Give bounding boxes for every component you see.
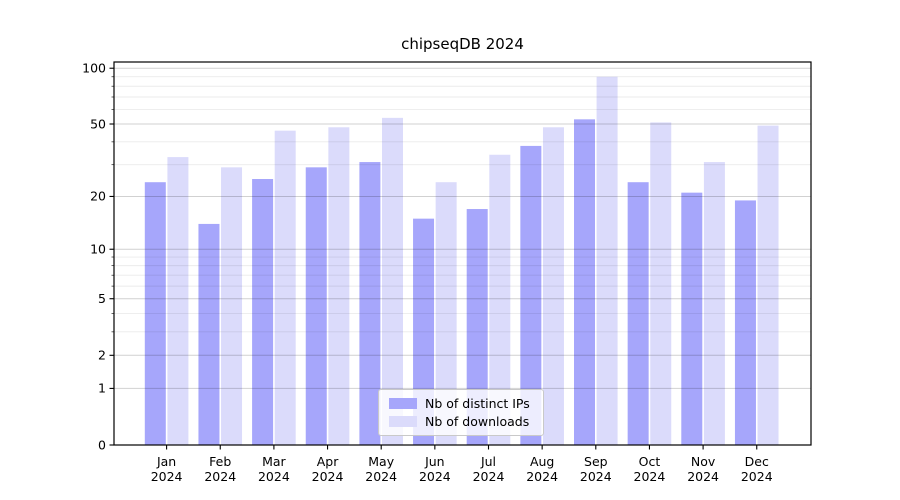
- x-tick-label-year-jun: 2024: [419, 469, 451, 484]
- x-tick-label-year-mar: 2024: [258, 469, 290, 484]
- legend-item-downloads: Nb of downloads: [389, 414, 535, 429]
- chart-title: chipseqDB 2024: [401, 35, 524, 53]
- x-tick-label-month-aug: Aug: [530, 454, 554, 469]
- x-tick-label-year-may: 2024: [365, 469, 397, 484]
- bar-downloads-sep: [596, 76, 618, 445]
- x-tick-label-year-jul: 2024: [473, 469, 505, 484]
- bar-ips-may: [359, 162, 381, 445]
- bar-downloads-aug: [542, 127, 564, 445]
- y-tick-label-100: 100: [82, 61, 106, 76]
- bar-downloads-may: [382, 117, 403, 446]
- x-tick-label-month-jun: Jun: [424, 454, 445, 469]
- x-tick-label-year-dec: 2024: [741, 469, 773, 484]
- x-tick-label-year-oct: 2024: [634, 469, 666, 484]
- bar-ips-aug: [520, 145, 542, 445]
- bar-downloads-oct: [650, 122, 672, 445]
- x-tick-label-year-jan: 2024: [151, 469, 183, 484]
- x-tick-label-year-apr: 2024: [312, 469, 344, 484]
- x-tick-label-month-apr: Apr: [317, 454, 339, 469]
- bar-ips-oct: [627, 182, 649, 445]
- bar-downloads-nov: [703, 162, 725, 445]
- x-tick-label-month-mar: Mar: [262, 454, 286, 469]
- legend-swatch-downloads-icon: [389, 416, 417, 428]
- y-tick-label-5: 5: [98, 291, 106, 306]
- legend-swatch-distinct-ips-icon: [389, 397, 417, 409]
- plot-border: [113, 61, 812, 446]
- bar-ips-jan: [144, 182, 166, 445]
- y-tick-label-10: 10: [90, 242, 106, 257]
- bar-downloads-jun: [435, 182, 457, 445]
- x-tick-label-month-sep: Sep: [584, 454, 608, 469]
- bar-downloads-mar: [274, 130, 296, 445]
- bar-ips-nov: [681, 192, 703, 445]
- bar-downloads-feb: [221, 167, 243, 445]
- x-tick-label-month-jul: Jul: [480, 454, 496, 469]
- x-tick-label-month-nov: Nov: [691, 454, 716, 469]
- x-tick-label-year-sep: 2024: [580, 469, 612, 484]
- x-tick-label-year-aug: 2024: [526, 469, 558, 484]
- y-tick-label-20: 20: [90, 189, 106, 204]
- y-tick-label-50: 50: [90, 116, 106, 131]
- x-tick-label-month-dec: Dec: [745, 454, 769, 469]
- legend-item-distinct-ips: Nb of distinct IPs: [389, 396, 535, 411]
- bar-ips-dec: [734, 200, 756, 445]
- x-tick-label-month-feb: Feb: [209, 454, 231, 469]
- y-tick-label-0: 0: [98, 437, 106, 452]
- legend: Nb of distinct IPs Nb of downloads: [378, 389, 544, 436]
- bar-ips-mar: [252, 179, 274, 445]
- bar-downloads-apr: [328, 127, 350, 445]
- x-tick-label-month-may: May: [368, 454, 394, 469]
- x-tick-label-year-nov: 2024: [687, 469, 719, 484]
- bar-downloads-jan: [167, 157, 189, 445]
- x-tick-label-month-oct: Oct: [639, 454, 661, 469]
- bar-ips-jun: [413, 218, 435, 445]
- bar-downloads-dec: [757, 125, 779, 445]
- bar-ips-apr: [305, 167, 327, 445]
- x-tick-label-year-feb: 2024: [204, 469, 236, 484]
- legend-label-downloads: Nb of downloads: [425, 414, 530, 430]
- bar-ips-jul: [466, 209, 488, 445]
- bar-ips-feb: [198, 223, 220, 445]
- y-tick-label-1: 1: [98, 381, 106, 396]
- bar-ips-sep: [574, 119, 595, 446]
- bar-downloads-jul: [489, 154, 511, 446]
- legend-label-distinct-ips: Nb of distinct IPs: [425, 395, 530, 411]
- x-tick-label-month-jan: Jan: [156, 454, 176, 469]
- y-tick-label-2: 2: [98, 348, 106, 363]
